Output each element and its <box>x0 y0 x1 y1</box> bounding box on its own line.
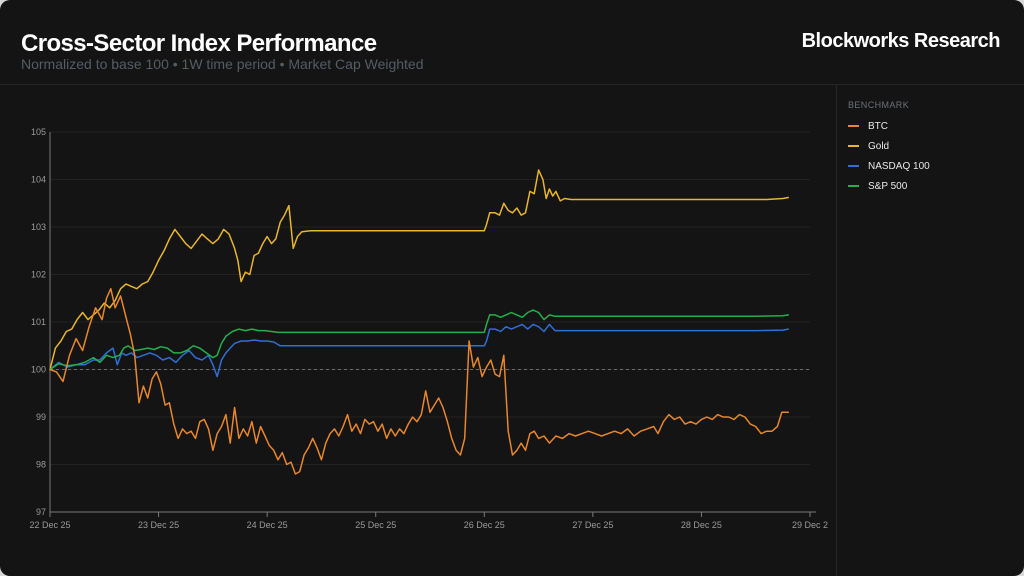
legend-item-sp-500[interactable]: S&P 500 <box>848 176 1018 196</box>
x-tick-label: 26 Dec 25 <box>464 520 505 530</box>
legend-swatch-sp-500 <box>848 185 859 187</box>
legend: BENCHMARK BTC Gold NASDAQ 100 S&P 500 <box>848 100 1018 196</box>
series-line-nasdaq-100 <box>49 323 790 378</box>
x-tick-label: 22 Dec 25 <box>29 520 70 530</box>
y-tick-label: 98 <box>36 460 46 470</box>
brand-logo-text: Blockworks Research <box>801 30 1001 52</box>
y-tick-label: 97 <box>36 507 46 517</box>
y-tick-label: 101 <box>31 317 46 327</box>
series-line-btc <box>49 287 790 475</box>
header: Cross-Sector Index Performance Normalize… <box>0 0 1024 85</box>
line-chart: 97 98 99 100 101 102 103 104 105 22 Dec 25 23 Dec … <box>29 127 828 530</box>
y-tick-label: 103 <box>31 222 46 232</box>
legend-label: BTC <box>868 120 888 132</box>
legend-item-gold[interactable]: Gold <box>848 136 1018 156</box>
x-tick-label: 27 Dec 25 <box>572 520 613 530</box>
x-tick-label: 28 Dec 25 <box>681 520 722 530</box>
x-tick-label: 23 Dec 25 <box>138 520 179 530</box>
y-tick-label: 104 <box>31 175 46 185</box>
legend-swatch-btc <box>848 125 859 127</box>
x-tick-label: 24 Dec 25 <box>247 520 288 530</box>
series-line-sp-500 <box>49 309 790 371</box>
series-line-gold <box>49 169 790 371</box>
y-tick-label: 99 <box>36 412 46 422</box>
y-tick-label: 100 <box>31 365 46 375</box>
legend-item-nasdaq-100[interactable]: NASDAQ 100 <box>848 156 1018 176</box>
legend-label: S&P 500 <box>868 180 908 192</box>
legend-divider <box>836 85 837 576</box>
page-subtitle: Normalized to base 100 • 1W time period … <box>21 56 424 72</box>
x-tick-label: 29 Dec 2 <box>792 520 828 530</box>
legend-item-btc[interactable]: BTC <box>848 116 1018 136</box>
legend-swatch-gold <box>848 145 859 147</box>
y-tick-label: 105 <box>31 127 46 137</box>
y-tick-label: 102 <box>31 270 46 280</box>
legend-swatch-nasdaq-100 <box>848 165 859 167</box>
x-tick-label: 25 Dec 25 <box>355 520 396 530</box>
legend-label: Gold <box>868 140 890 152</box>
legend-label: NASDAQ 100 <box>868 160 930 172</box>
page-title: Cross-Sector Index Performance <box>21 30 377 57</box>
legend-title: BENCHMARK <box>848 100 910 110</box>
